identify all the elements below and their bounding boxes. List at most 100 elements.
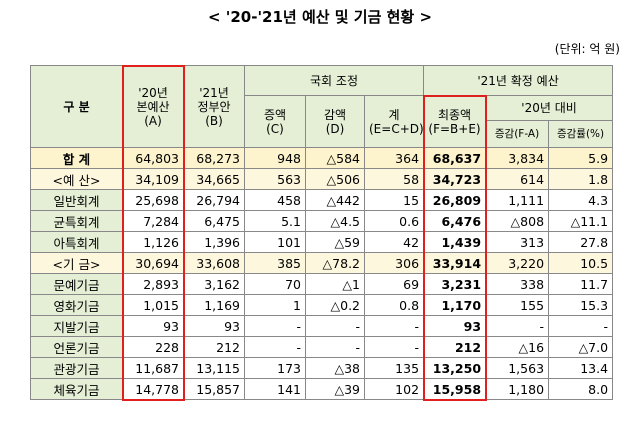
table-row: 관광기금 11,687 13,115 173 △38 135 13,250 1,563 13.4 bbox=[30, 357, 614, 379]
table-cell: 1.8 bbox=[548, 168, 614, 190]
table-cell: 385 bbox=[244, 252, 306, 274]
row-label: 체육기금 bbox=[30, 378, 123, 400]
row-label: 아특회계 bbox=[30, 231, 123, 253]
table-cell: 155 bbox=[485, 294, 550, 316]
table-cell: 33,914 bbox=[423, 252, 487, 274]
table-cell: 7,284 bbox=[122, 210, 184, 232]
header-cell: 국회 조정 bbox=[243, 65, 425, 96]
table-cell: 93 bbox=[423, 315, 487, 337]
table-cell: 313 bbox=[485, 231, 550, 253]
table-cell: 93 bbox=[122, 315, 184, 337]
table-cell: 11.7 bbox=[548, 273, 614, 295]
table-cell: △39 bbox=[305, 378, 365, 400]
table-cell: 42 bbox=[363, 231, 425, 253]
table-cell: - bbox=[363, 315, 425, 337]
table-cell: 101 bbox=[244, 231, 306, 253]
row-label: 일반회계 bbox=[30, 189, 123, 211]
table-cell: 173 bbox=[244, 357, 306, 379]
row-label: 관광기금 bbox=[30, 357, 123, 379]
table-cell: 25,698 bbox=[122, 189, 184, 211]
header-cell: 최종액 (F=B+E) bbox=[423, 95, 487, 148]
table-row: 지발기금 93 93- - -93- - bbox=[30, 315, 614, 337]
table-cell: - bbox=[363, 336, 425, 358]
table-cell: 1,111 bbox=[485, 189, 550, 211]
row-label: 언론기금 bbox=[30, 336, 123, 358]
table-cell: 8.0 bbox=[548, 378, 614, 400]
table-row: 합 계 64,803 68,273 948 △584 364 68,637 3,834 5.9 bbox=[30, 147, 614, 169]
table-cell: 14,778 bbox=[122, 378, 184, 400]
table-row: 균특회계 7,284 6,475 5.1 △4.5 0.6 6,476 △808 △11.1 bbox=[30, 210, 614, 232]
table-cell: 948 bbox=[244, 147, 306, 169]
table-cell: 13.4 bbox=[548, 357, 614, 379]
table-cell: 135 bbox=[363, 357, 425, 379]
table-cell: - bbox=[305, 315, 365, 337]
table-row: 영화기금 1,015 1,169 1 △0.2 0.8 1,170 155 15.3 bbox=[30, 294, 614, 316]
table-cell: 15,958 bbox=[423, 378, 487, 400]
table-cell: 563 bbox=[244, 168, 306, 190]
table-cell: 15.3 bbox=[548, 294, 614, 316]
table-cell: - bbox=[244, 315, 306, 337]
table-cell: 58 bbox=[363, 168, 425, 190]
table-cell: 64,803 bbox=[122, 147, 184, 169]
table-row: <기 금> 30,694 33,608 385 △78.2 306 33,914 3,220 1… bbox=[30, 252, 614, 274]
header-cell: '21년 확정 예산 bbox=[423, 65, 614, 96]
table-cell: 1,126 bbox=[122, 231, 184, 253]
table-cell: 33,608 bbox=[183, 252, 245, 274]
table-cell: △1 bbox=[305, 273, 365, 295]
table-cell: △584 bbox=[305, 147, 365, 169]
table-cell: 27.8 bbox=[548, 231, 614, 253]
table-cell: 212 bbox=[423, 336, 487, 358]
table-cell: 1,563 bbox=[485, 357, 550, 379]
row-label: 문예기금 bbox=[30, 273, 123, 295]
table-row: 문예기금 2,893 3,162 70 △1 69 3,231 338 11.7 bbox=[30, 273, 614, 295]
table-cell: - bbox=[305, 336, 365, 358]
header-cell: 감액 (D) bbox=[305, 95, 365, 148]
table-cell: 458 bbox=[244, 189, 306, 211]
table-cell: 5.9 bbox=[548, 147, 614, 169]
table-cell: 1 bbox=[244, 294, 306, 316]
header-cell: '20년 본예산 (A) bbox=[122, 65, 184, 148]
table-cell: 93 bbox=[183, 315, 245, 337]
table-cell: △16 bbox=[485, 336, 550, 358]
table-cell: 364 bbox=[363, 147, 425, 169]
table-cell: 306 bbox=[363, 252, 425, 274]
table-cell: 228 bbox=[122, 336, 184, 358]
table-cell: 3,231 bbox=[423, 273, 487, 295]
row-label: 지발기금 bbox=[30, 315, 123, 337]
table-cell: 1,180 bbox=[485, 378, 550, 400]
table-cell: △808 bbox=[485, 210, 550, 232]
table-cell: 102 bbox=[363, 378, 425, 400]
row-label: 균특회계 bbox=[30, 210, 123, 232]
table-cell: △506 bbox=[305, 168, 365, 190]
table-cell: △7.0 bbox=[548, 336, 614, 358]
header-cell: 구 분 bbox=[30, 65, 123, 148]
table-cell: 141 bbox=[244, 378, 306, 400]
table-cell: 0.6 bbox=[363, 210, 425, 232]
table-cell: △59 bbox=[305, 231, 365, 253]
table-cell: △4.5 bbox=[305, 210, 365, 232]
table-row: 아특회계 1,126 1,396 101 △59 42 1,439 313 27.8 bbox=[30, 231, 614, 253]
table-cell: 5.1 bbox=[244, 210, 306, 232]
table-cell: 26,809 bbox=[423, 189, 487, 211]
table-cell: 34,665 bbox=[183, 168, 245, 190]
row-label: 합 계 bbox=[30, 147, 123, 169]
row-label: 영화기금 bbox=[30, 294, 123, 316]
table-cell: 68,273 bbox=[183, 147, 245, 169]
row-label: <예 산> bbox=[30, 168, 123, 190]
unit-note: (단위: 억 원) bbox=[554, 42, 620, 56]
table-cell: 70 bbox=[244, 273, 306, 295]
table-cell: 69 bbox=[363, 273, 425, 295]
table-cell: 212 bbox=[183, 336, 245, 358]
table-cell: 10.5 bbox=[548, 252, 614, 274]
table-row: 일반회계 25,698 26,794 458 △442 15 26,809 1,111 4.3 bbox=[30, 189, 614, 211]
table-cell: 6,476 bbox=[423, 210, 487, 232]
row-label: <기 금> bbox=[30, 252, 123, 274]
table-row: 언론기금 228 212- - -212 △16 △7.0 bbox=[30, 336, 614, 358]
header-cell: '21년 정부안 (B) bbox=[183, 65, 245, 148]
table-cell: 34,723 bbox=[423, 168, 487, 190]
table-cell: △11.1 bbox=[548, 210, 614, 232]
header-cell: '20년 대비 bbox=[485, 95, 614, 121]
table-cell: 68,637 bbox=[423, 147, 487, 169]
table-cell: 15 bbox=[363, 189, 425, 211]
